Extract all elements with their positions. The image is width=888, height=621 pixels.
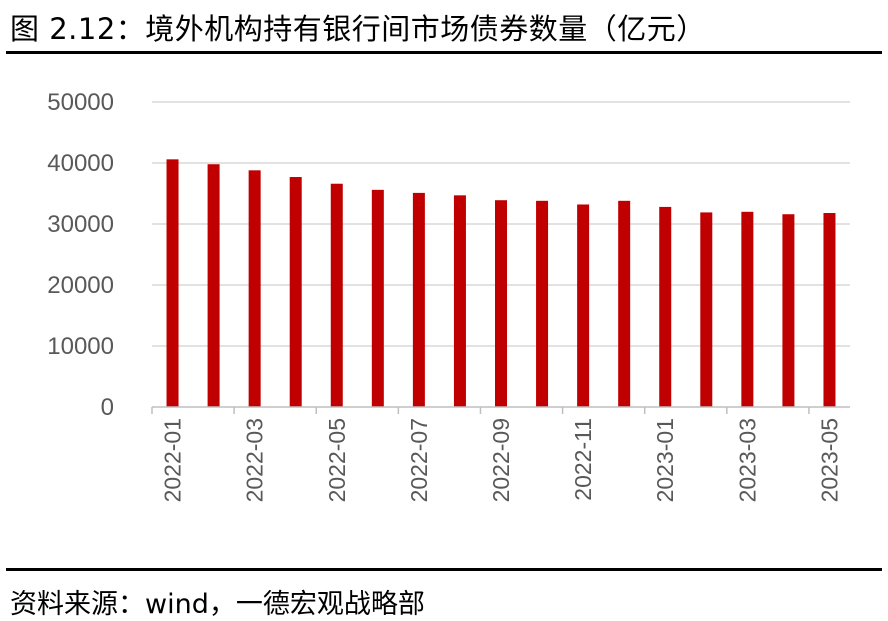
bar-2022-10 <box>536 200 549 407</box>
bar-2023-04 <box>782 214 795 407</box>
x-tick-label: 2023-01 <box>652 418 678 502</box>
y-tick-label: 50000 <box>47 89 114 116</box>
x-tick-label: 2022-07 <box>406 418 432 502</box>
figure-source: 资料来源：wind，一德宏观战略部 <box>10 589 425 620</box>
bar-2022-02 <box>207 164 220 407</box>
bar-2023-02 <box>700 212 713 407</box>
top-rule <box>6 51 882 54</box>
y-axis-ticks: 0 10000 20000 30000 40000 50000 <box>47 89 114 421</box>
bar-2022-06 <box>371 189 384 407</box>
bar-2022-07 <box>412 192 425 407</box>
x-tick-label: 2022-11 <box>570 418 596 501</box>
x-tick-label: 2022-05 <box>324 418 350 502</box>
x-axis-ticks: 2022-01 2022-03 2022-05 2022-07 2022-09 2022-… <box>160 418 843 502</box>
bar-2022-05 <box>330 183 343 407</box>
bar-2023-01 <box>659 206 672 407</box>
bars <box>166 159 836 407</box>
x-tick-label: 2022-01 <box>160 418 186 502</box>
y-tick-label: 30000 <box>47 211 114 238</box>
bottom-rule <box>6 568 882 571</box>
x-tick-label: 2022-09 <box>488 418 514 502</box>
x-axis <box>151 406 850 414</box>
bar-2023-05 <box>823 213 836 407</box>
bar-2022-03 <box>248 170 261 407</box>
bar-2022-12 <box>618 200 631 407</box>
y-tick-label: 0 <box>101 394 114 421</box>
bar-2022-08 <box>453 195 466 407</box>
y-tick-label: 20000 <box>47 272 114 299</box>
x-tick-label: 2023-05 <box>816 418 842 502</box>
x-tick-label: 2022-03 <box>242 418 268 502</box>
bar-2023-03 <box>741 211 754 407</box>
bar-2022-11 <box>577 204 590 407</box>
bar-2022-04 <box>289 177 302 407</box>
bar-2022-01 <box>166 159 179 407</box>
x-tick-label: 2023-03 <box>734 418 760 502</box>
y-tick-label: 40000 <box>47 150 114 177</box>
figure-title: 图 2.12：境外机构持有银行间市场债券数量（亿元） <box>10 12 706 46</box>
bar-2022-09 <box>495 200 507 407</box>
y-tick-label: 10000 <box>47 333 114 360</box>
